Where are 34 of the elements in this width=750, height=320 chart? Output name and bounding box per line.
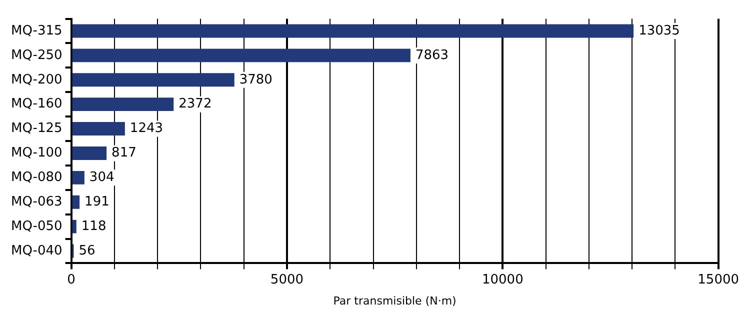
y-tick-label: MQ-050 [10,218,62,234]
bar [72,122,125,136]
data-label: 56 [78,243,96,258]
bar [72,24,634,38]
y-tick-label: MQ-250 [10,48,62,63]
data-label: 1243 [130,121,164,136]
y-tick-label: MQ-063 [10,194,62,210]
y-tick-label: MQ-040 [10,243,62,258]
bar [72,220,76,234]
y-tick-label: MQ-200 [10,72,62,88]
data-label: 304 [89,170,114,186]
data-label: 817 [112,146,136,161]
x-tick-label: 0 [67,272,76,288]
x-tick-label: 15000 [698,272,739,288]
bar [72,195,80,209]
data-label: 3780 [239,72,272,88]
x-axis-title: Par transmisible (N·m) [333,294,456,308]
bar [72,98,174,112]
data-label: 2372 [178,96,212,112]
y-tick-label: MQ-100 [10,146,62,161]
x-tick-label: 10000 [482,272,524,288]
data-label: 7863 [415,48,449,63]
bar [72,146,107,160]
bar [72,73,234,87]
data-label: 118 [81,218,106,234]
y-tick-label: MQ-080 [10,170,62,186]
y-tick-label: MQ-125 [10,121,62,136]
y-tick-label: MQ-160 [10,96,62,112]
data-label: 13035 [638,23,680,38]
x-tick-label: 5000 [270,272,304,288]
y-tick-label: MQ-315 [10,23,62,38]
data-label: 191 [84,194,110,210]
bar [72,48,410,62]
bar [72,170,84,184]
